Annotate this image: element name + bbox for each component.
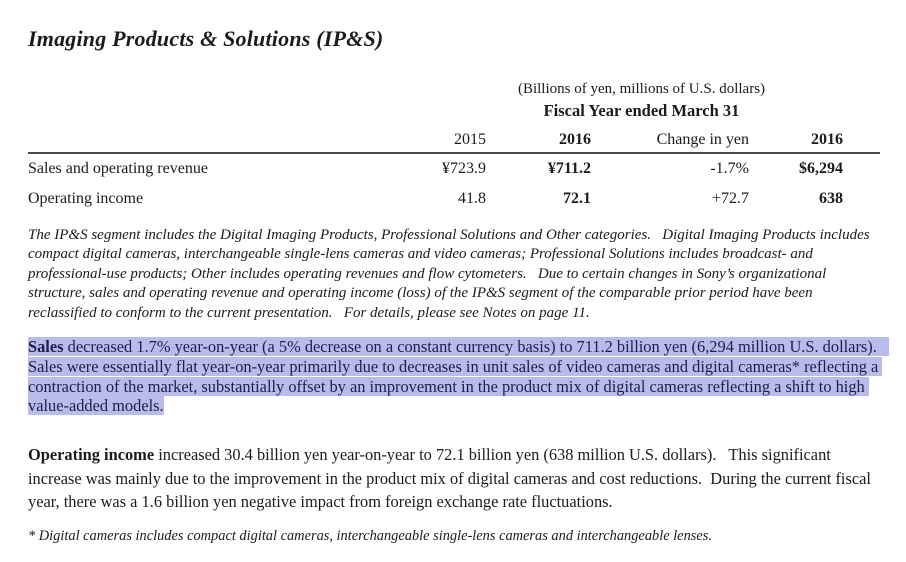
selected-text-highlight[interactable]: Sales decreased 1.7% year-on-year (a 5% … [28,337,890,416]
opinc-2015-value: 41.8 [458,190,486,207]
sales-2015-value: ¥723.9 [442,160,486,177]
sales-body: decreased 1.7% year-on-year (a 5% decrea… [28,337,890,416]
opinc-2016-yen-value: 72.1 [563,190,591,207]
table-row-operating-income: Operating income 41.8 72.1 +72.7 638 [28,184,880,214]
header-spacer [28,123,328,154]
col-header-2015: 2015 [328,123,486,154]
sales-2016-usd-value: $6,294 [799,160,843,177]
table-row-sales: Sales and operating revenue ¥723.9 ¥711.… [28,153,880,184]
table-headnotes: (Billions of yen, millions of U.S. dolla… [28,80,880,121]
unit-note: (Billions of yen, millions of U.S. dolla… [517,81,766,97]
operating-income-body: increased 30.4 billion yen year-on-year … [28,445,876,512]
sales-paragraph: Sales decreased 1.7% year-on-year (a 5% … [28,337,890,416]
opinc-2016-usd-value: 638 [819,190,843,207]
page-title: Imaging Products & Solutions (IP&S) [28,26,384,51]
col-header-2016-usd: 2016 [749,123,880,154]
period-header: Fiscal Year ended March 31 [543,101,740,120]
segment-description-note: The IP&S segment includes the Digital Im… [28,227,874,321]
sales-lead: Sales [28,337,64,357]
operating-income-paragraph: Operating income increased 30.4 billion … [28,443,880,514]
financial-table: 2015 2016 Change in yen 2016 Sales and o… [28,123,880,214]
row-label-sales: Sales and operating revenue [28,160,208,177]
sales-change-value: -1.7% [710,160,749,177]
digital-cameras-footnote: * Digital cameras includes compact digit… [28,527,712,544]
sales-2016-yen-value: ¥711.2 [547,160,591,177]
col-header-change: Change in yen [591,123,749,154]
operating-income-lead: Operating income [28,445,155,465]
col-header-2016-yen: 2016 [486,123,591,154]
table-header-row: 2015 2016 Change in yen 2016 [28,123,880,154]
row-label-operating-income: Operating income [28,190,144,207]
opinc-change-value: +72.7 [711,190,749,207]
